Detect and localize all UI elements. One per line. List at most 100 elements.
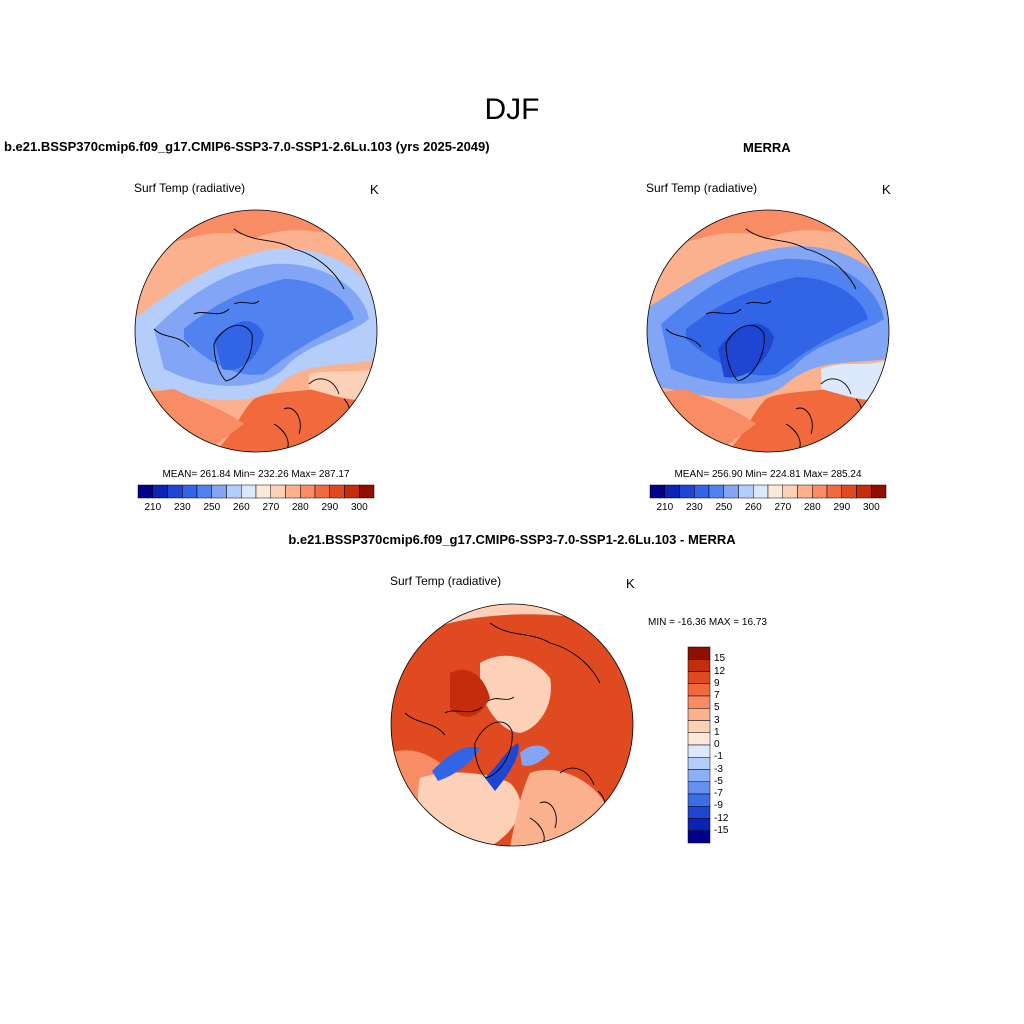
colorbar-tick-label: 290 (833, 502, 851, 513)
obs-stats: MEAN= 256.90 Min= 224.81 Max= 285.24 (674, 469, 862, 480)
colorbar-swatch (782, 484, 798, 499)
colorbar-swatch (226, 484, 242, 499)
model-stats: MEAN= 261.84 Min= 232.26 Max= 287.17 (162, 469, 350, 480)
colorbar-swatch (841, 484, 857, 499)
diff-field-greenland-west (432, 746, 480, 781)
obs-field-siberia-ocean (821, 359, 889, 401)
colorbar-swatch (137, 484, 153, 499)
diff-units-label: K (626, 576, 635, 591)
diff-colorbar-swatch (687, 646, 711, 660)
colorbar-swatch (767, 484, 783, 499)
diff-field-arctic-ocean (480, 655, 551, 733)
diff-colorbar-tick-label: 0 (714, 739, 720, 750)
colorbar-tick-label: 260 (744, 502, 762, 513)
colorbar-swatch (285, 484, 301, 499)
colorbar-tick-label: 230 (173, 502, 191, 513)
diff-field-greenland-east (485, 743, 519, 791)
diff-field-barents (520, 745, 550, 766)
diff-coastlines (404, 622, 606, 846)
diff-colorbar-swatch (687, 659, 711, 672)
model-variable-label: Surf Temp (radiative) (134, 181, 246, 195)
obs-colorbar (649, 484, 887, 499)
diff-colorbar-tick-label: -9 (714, 800, 723, 812)
diff-colorbar-swatch (687, 708, 711, 721)
colorbar-swatch (753, 484, 769, 499)
diff-colorbar-swatch (687, 695, 711, 709)
colorbar-swatch (196, 484, 212, 499)
colorbar-swatch (329, 484, 345, 499)
obs-colorbar-ticks: 210 230 250 260 270 280 290 300 (650, 502, 886, 516)
colorbar-swatch (708, 484, 724, 499)
colorbar-swatch (255, 484, 271, 499)
colorbar-tick-label: 250 (715, 502, 733, 513)
colorbar-swatch (300, 484, 316, 499)
colorbar-swatch (211, 484, 227, 499)
diff-colorbar-swatch (687, 806, 711, 819)
model-map-border (134, 209, 378, 453)
diff-variable-label: Surf Temp (radiative) (390, 574, 502, 588)
colorbar-tick-label: 210 (656, 502, 674, 513)
diff-panel-title: b.e21.BSSP370cmip6.f09_g17.CMIP6-SSP3-7.… (288, 532, 736, 547)
model-polar-map (134, 209, 378, 453)
colorbar-tick-label: 300 (862, 502, 880, 513)
diff-colorbar-swatch (687, 793, 711, 807)
diff-colorbar-tick-label: -5 (714, 775, 723, 787)
diff-colorbar-swatch (687, 757, 711, 770)
diff-colorbar-swatch (687, 732, 711, 746)
colorbar-tick-label: 280 (803, 502, 821, 513)
colorbar-swatch (679, 484, 695, 499)
colorbar-swatch (871, 484, 887, 499)
colorbar-tick-label: 270 (262, 502, 280, 513)
figure-title: DJF (484, 93, 540, 126)
obs-map-border (646, 209, 890, 453)
obs-field-greenland (718, 323, 774, 378)
colorbar-swatch (797, 484, 813, 499)
diff-field-canada (450, 669, 490, 717)
diff-colorbar-swatch (687, 781, 711, 795)
colorbar-tick-label: 290 (321, 502, 339, 513)
diff-colorbar-tick-label: 1 (714, 726, 720, 738)
diff-colorbar-swatch (687, 720, 711, 733)
colorbar-swatch (359, 484, 375, 499)
diff-colorbar-tick-label: -3 (714, 763, 723, 775)
colorbar-swatch (856, 484, 872, 499)
diff-colorbar-ticks: 15 12 9 7 5 3 1 0 -1 -3 -5 -7 -9 -12 -15 (714, 647, 754, 843)
diff-colorbar-tick-label: -7 (714, 788, 723, 799)
diff-colorbar (687, 646, 711, 844)
colorbar-swatch (812, 484, 828, 499)
colorbar-swatch (344, 484, 360, 499)
diff-colorbar-swatch (687, 744, 711, 758)
colorbar-tick-label: 300 (350, 502, 368, 513)
colorbar-swatch (241, 484, 257, 499)
obs-coastlines (665, 228, 862, 452)
colorbar-swatch (167, 484, 183, 499)
diff-stats: MIN = -16.36 MAX = 16.73 (648, 617, 767, 628)
colorbar-swatch (826, 484, 842, 499)
diff-colorbar-tick-label: 15 (714, 653, 726, 665)
colorbar-swatch (694, 484, 710, 499)
diff-colorbar-swatch (687, 830, 711, 844)
model-panel-title: b.e21.BSSP370cmip6.f09_g17.CMIP6-SSP3-7.… (4, 139, 490, 154)
diff-polar-map (390, 603, 634, 847)
diff-colorbar-tick-label: -15 (714, 824, 729, 836)
obs-panel-title: MERRA (743, 140, 791, 155)
colorbar-swatch (182, 484, 198, 499)
model-colorbar-ticks: 210 230 250 260 270 280 290 300 (138, 502, 374, 516)
diff-colorbar-tick-label: 7 (714, 690, 720, 701)
obs-variable-label: Surf Temp (radiative) (646, 181, 758, 195)
colorbar-tick-label: 280 (291, 502, 309, 513)
colorbar-tick-label: 260 (232, 502, 250, 513)
model-colorbar (137, 484, 375, 499)
diff-colorbar-tick-label: 12 (714, 665, 726, 677)
colorbar-swatch (649, 484, 665, 499)
colorbar-swatch (270, 484, 286, 499)
diff-colorbar-swatch (687, 671, 711, 684)
model-units-label: K (370, 182, 379, 197)
colorbar-swatch (723, 484, 739, 499)
diff-map-border (390, 603, 634, 847)
colorbar-swatch (152, 484, 168, 499)
colorbar-tick-label: 250 (203, 502, 221, 513)
colorbar-swatch (664, 484, 680, 499)
diff-colorbar-swatch (687, 683, 711, 697)
colorbar-tick-label: 230 (685, 502, 703, 513)
